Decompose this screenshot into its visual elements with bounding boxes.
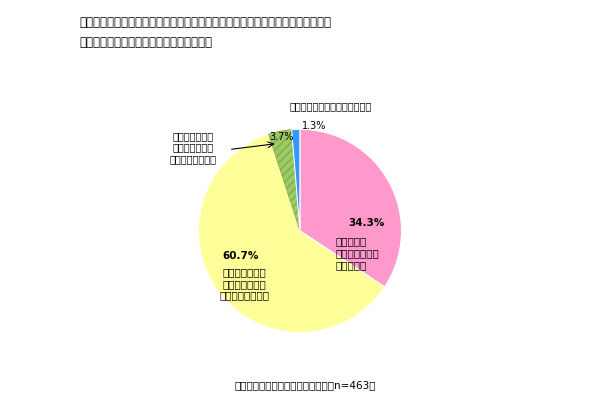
Text: 60.7%: 60.7%: [223, 251, 259, 261]
Wedge shape: [300, 129, 401, 287]
Text: 1.3%: 1.3%: [302, 121, 326, 131]
Text: 【サマータイム導入＋導入予定者の割合】: 【サマータイム導入＋導入予定者の割合】: [79, 36, 212, 49]
Text: 3.7%: 3.7%: [270, 132, 294, 142]
Wedge shape: [292, 129, 300, 231]
Text: 大切にしようと
考えているが、
例年ほどではない: 大切にしようと 考えているが、 例年ほどではない: [170, 131, 217, 164]
Text: 大切にしようと
考えているが、
例年と同じぐらい: 大切にしようと 考えているが、 例年と同じぐらい: [219, 267, 269, 300]
Text: 例年以上に
大切にしようと
考えている: 例年以上に 大切にしようと 考えている: [336, 237, 379, 270]
Text: （サマータイム導入＋導入予定者　n=463）: （サマータイム導入＋導入予定者 n=463）: [234, 380, 376, 390]
Wedge shape: [198, 134, 385, 332]
Text: 大切にしようとは考えていない: 大切にしようとは考えていない: [289, 101, 371, 111]
Wedge shape: [268, 130, 300, 231]
Text: 例年と比較して、今年はご家族と過ごす時間を大切にしようと考えていますか。: 例年と比較して、今年はご家族と過ごす時間を大切にしようと考えていますか。: [79, 16, 331, 29]
Text: 34.3%: 34.3%: [349, 218, 385, 228]
